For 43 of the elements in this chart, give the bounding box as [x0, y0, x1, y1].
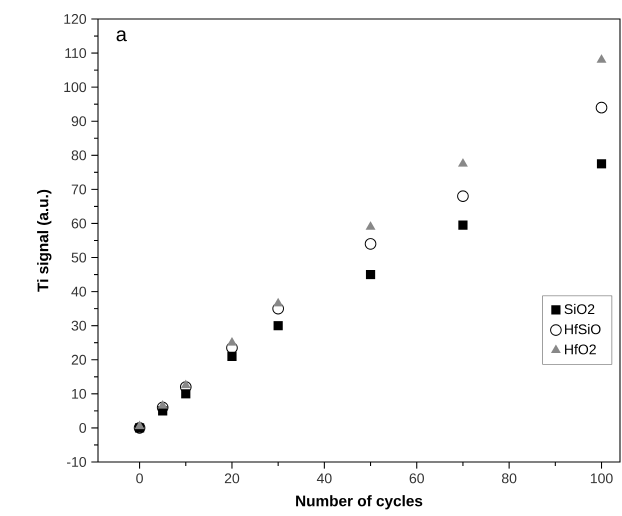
y-axis-title: Ti signal (a.u.) [37, 190, 52, 292]
point [272, 302, 284, 314]
annotation: a [116, 30, 127, 42]
point [227, 337, 237, 346]
y-tick-label: 90 [72, 116, 86, 126]
y-tick-label: 40 [71, 286, 86, 297]
y-tick-label: 30 [72, 320, 86, 331]
y-tick-label: 60 [72, 218, 86, 228]
x-tick-label: 20 [224, 473, 240, 484]
point [596, 54, 606, 63]
x-tick-label: 60 [410, 473, 424, 484]
point [458, 158, 468, 167]
point [364, 238, 376, 250]
point [227, 352, 237, 361]
y-tick-label: 10 [72, 388, 86, 399]
y-tick-label: 50 [72, 252, 86, 262]
point [458, 220, 468, 230]
y-tick-label: 120 [64, 14, 86, 24]
x-tick-label: 100 [590, 473, 613, 484]
x-tick-label: 0 [136, 473, 143, 484]
y-tick-label: 80 [72, 150, 86, 160]
legend-label: SiO2 [564, 304, 594, 314]
point [457, 190, 469, 202]
point [596, 159, 606, 168]
point [274, 298, 283, 306]
point [134, 420, 144, 430]
y-tick-label: 20 [72, 354, 86, 365]
point [366, 270, 376, 280]
y-tick-label: -10 [67, 457, 86, 467]
point [158, 400, 168, 409]
x-tick-label: 40 [316, 473, 332, 484]
legend-label: HfSiO [565, 324, 601, 334]
y-tick-label: 110 [65, 48, 86, 58]
point [181, 380, 190, 388]
x-axis-title: Number of cycles [296, 495, 422, 510]
y-tick-label: 70 [72, 184, 86, 194]
point [274, 321, 283, 330]
y-tick-label: 0 [79, 422, 86, 433]
x-tick-label: 80 [502, 473, 516, 484]
legend-label: HfO2 [565, 344, 596, 354]
y-tick-label: 100 [64, 82, 86, 92]
point [366, 222, 376, 230]
point [596, 102, 608, 114]
